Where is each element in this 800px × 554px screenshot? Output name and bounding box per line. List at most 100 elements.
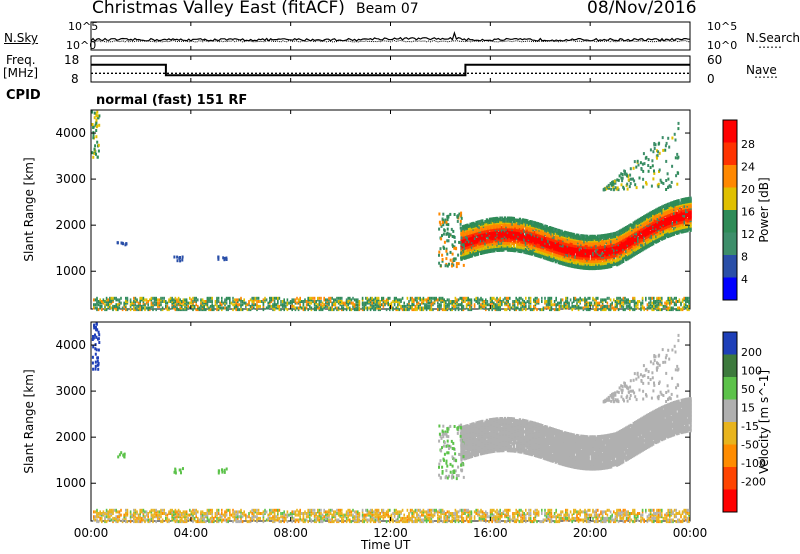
power-cell [483,304,485,308]
power-cell [586,244,589,248]
power-cell [136,308,138,312]
power-cell [480,303,482,307]
power-cell [104,303,106,307]
power-cell [565,306,567,310]
power-cell [525,296,527,300]
power-cell [419,303,421,307]
power-cell [227,296,229,300]
power-cell [240,296,242,300]
power-cell [478,306,481,310]
power-cell [473,232,477,236]
power-cell [353,306,356,310]
power-cell [521,227,524,232]
power-cell [568,242,571,247]
power-cell [555,298,557,302]
power-cell [278,304,281,308]
power-cell [318,306,321,310]
power-cell [459,213,462,217]
power-cell [656,303,658,307]
power-cell [509,222,512,226]
power-cell [149,298,151,302]
power-cell [134,306,137,310]
power-cell [272,308,274,312]
power-cell [592,298,594,302]
power-cell [565,303,567,307]
power-cell [184,298,186,302]
power-cell [551,227,554,231]
power-cell [285,301,287,305]
power-cell [563,303,565,307]
power-cell [390,306,393,310]
power-cell [344,303,346,307]
power-cell [677,308,679,312]
power-cell [473,298,476,302]
power-cell [240,298,242,302]
power-cell [313,301,316,305]
power-cell [465,298,468,302]
power-cell [112,300,114,303]
power-cell [382,296,385,300]
power-cell [671,203,674,208]
power-cell [229,304,231,308]
power-cell [650,217,653,222]
power-cell [462,308,465,312]
power-cell [150,304,153,308]
power-cell [635,234,638,239]
power-cell [446,232,449,236]
power-cell [619,261,622,265]
power-cell [480,304,482,308]
power-cell [152,301,154,305]
power-cell [652,177,655,181]
power-cell [593,308,596,312]
power-cell [542,306,545,310]
power-cell [365,296,367,300]
power-cell [609,298,612,302]
power-cell [389,296,391,300]
power-cell [625,304,628,308]
power-cell [629,304,631,308]
power-cell [677,300,679,303]
power-cell [341,308,343,312]
power-cell [571,304,573,308]
power-cell [653,296,655,300]
power-cell [664,233,667,237]
power-cell [96,301,98,305]
power-cell [104,306,106,310]
power-cell [390,301,393,305]
power-cell [521,298,524,302]
power-cell [613,261,616,265]
power-cell [646,221,649,226]
power-cell [326,301,329,305]
power-cell [557,241,560,245]
power-cell [201,301,204,305]
power-cell [587,245,590,250]
power-cell [598,301,601,305]
power-cell [688,296,690,300]
power-cell [160,298,162,302]
power-cell [464,235,468,239]
power-cell [104,304,106,308]
power-cell [539,231,542,235]
power-cell [445,220,448,224]
power-cell [174,298,177,302]
power-cell [502,217,505,222]
power-cell [414,298,417,302]
power-cell [205,303,207,307]
power-cell [93,304,95,308]
power-cell [560,260,563,264]
power-cell [411,304,413,308]
power-cell [294,306,297,310]
power-cell [585,303,588,307]
power-cell [393,303,396,307]
power-cell [225,298,228,302]
power-cell [445,257,448,261]
power-cell [557,235,560,240]
power-cell [689,222,692,227]
power-cell [211,298,213,302]
power-cell [491,308,493,312]
power-cell [560,229,563,234]
power-cell [619,234,622,239]
power-cell [490,225,493,230]
power-cell [357,306,359,310]
power-cell [599,237,602,241]
